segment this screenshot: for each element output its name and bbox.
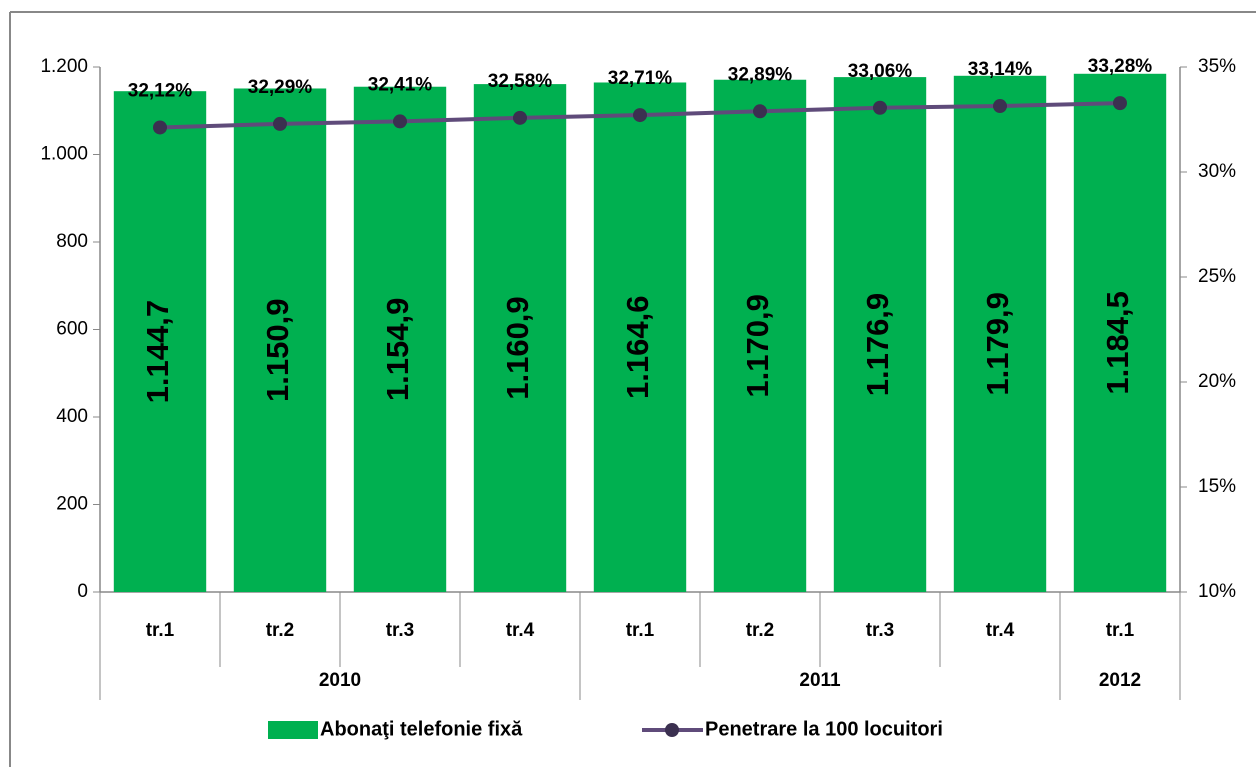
line-marker (993, 99, 1007, 114)
y2-tick-label: 25% (1198, 266, 1236, 287)
line-value-label: 33,14% (968, 59, 1033, 80)
bar (833, 77, 927, 592)
line-value-label: 32,58% (488, 71, 553, 92)
line-marker (873, 100, 887, 115)
legend-marker (665, 723, 679, 737)
y-tick-label: 800 (56, 231, 88, 252)
x-tick-label: tr.1 (1106, 620, 1135, 641)
x-tick-label: tr.2 (746, 620, 775, 641)
bar-value-label: 1.144,7 (140, 300, 175, 403)
bar-value-label: 1.164,6 (620, 296, 655, 399)
line-marker (273, 116, 287, 131)
y2-tick-label: 35% (1198, 56, 1236, 77)
y-tick-label: 0 (77, 581, 88, 602)
y2-tick-label: 20% (1198, 371, 1236, 392)
bar-value-label: 1.170,9 (740, 294, 775, 397)
line-value-label: 32,29% (248, 77, 313, 98)
y-tick-label: 400 (56, 406, 88, 427)
y2-tick-label: 30% (1198, 161, 1236, 182)
y-tick-label: 1.200 (40, 56, 88, 77)
x-tick-label: tr.3 (386, 620, 415, 641)
line-value-label: 32,89% (728, 64, 793, 85)
line-value-label: 33,28% (1088, 56, 1153, 77)
x-tick-label: tr.1 (146, 620, 175, 641)
x-tick-label: tr.1 (626, 620, 655, 641)
bar (713, 79, 807, 592)
line-value-label: 32,71% (608, 68, 673, 89)
line-marker (753, 104, 767, 119)
bar-value-label: 1.150,9 (260, 299, 295, 402)
line-value-label: 33,06% (848, 61, 913, 82)
bar (473, 84, 567, 592)
bar-value-label: 1.160,9 (500, 296, 535, 399)
bar (953, 75, 1047, 592)
bar (593, 82, 687, 593)
line-marker (513, 110, 527, 125)
legend-swatch (268, 721, 318, 739)
y-tick-label: 1.000 (40, 144, 88, 165)
bar (1073, 73, 1167, 592)
bar (113, 91, 207, 592)
x-tick-label: tr.4 (506, 620, 535, 641)
y-tick-label: 600 (56, 319, 88, 340)
x-tick-label: tr.3 (866, 620, 895, 641)
line-marker (1113, 96, 1127, 111)
bar (233, 88, 327, 592)
y2-tick-label: 15% (1198, 476, 1236, 497)
bar-value-label: 1.179,9 (980, 292, 1015, 395)
group-label: 2011 (799, 670, 841, 691)
line-marker (393, 114, 407, 129)
line-value-label: 32,12% (128, 80, 193, 101)
bar-value-label: 1.184,5 (1100, 291, 1135, 394)
line-marker (153, 120, 167, 135)
y-tick-label: 200 (56, 494, 88, 515)
line-marker (633, 108, 647, 123)
bar-value-label: 1.154,9 (380, 298, 415, 401)
y2-tick-label: 10% (1198, 581, 1236, 602)
bar-value-label: 1.176,9 (860, 293, 895, 396)
bar (353, 86, 447, 592)
line-value-label: 32,41% (368, 74, 433, 95)
x-tick-label: tr.4 (986, 620, 1015, 641)
legend-label: Penetrare la 100 locuitori (705, 718, 943, 740)
x-tick-label: tr.2 (266, 620, 295, 641)
group-label: 2010 (319, 670, 361, 691)
legend-label: Abonaţi telefonie fixă (320, 718, 523, 740)
group-label: 2012 (1099, 670, 1141, 691)
